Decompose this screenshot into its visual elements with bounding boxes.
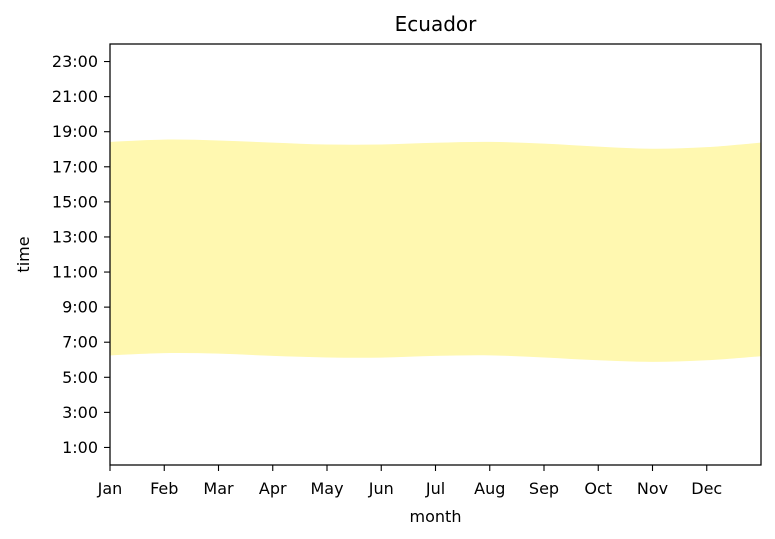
y-axis-label: time bbox=[14, 236, 33, 272]
y-tick-label: 5:00 bbox=[62, 368, 98, 387]
x-tick-label: Dec bbox=[691, 479, 722, 498]
x-tick-label: Jan bbox=[97, 479, 123, 498]
x-tick-label: Aug bbox=[474, 479, 505, 498]
x-axis-label: month bbox=[410, 507, 462, 526]
y-tick-label: 13:00 bbox=[52, 227, 98, 246]
x-tick-label: Mar bbox=[203, 479, 234, 498]
y-tick-label: 11:00 bbox=[52, 263, 98, 282]
y-tick-label: 1:00 bbox=[62, 438, 98, 457]
y-tick-label: 9:00 bbox=[62, 298, 98, 317]
y-tick-label: 19:00 bbox=[52, 122, 98, 141]
x-axis: Jan Feb Mar Apr May Jun Jul Aug Sep Oct Nov Dec bbox=[97, 465, 722, 498]
x-tick-label: Nov bbox=[637, 479, 668, 498]
daylight-band bbox=[110, 139, 761, 362]
y-tick-label: 7:00 bbox=[62, 333, 98, 352]
daylight-layer bbox=[110, 139, 761, 362]
y-tick-label: 17:00 bbox=[52, 157, 98, 176]
chart-title: Ecuador bbox=[395, 12, 477, 36]
x-tick-label: Feb bbox=[150, 479, 178, 498]
y-tick-label: 23:00 bbox=[52, 52, 98, 71]
x-tick-label: Jul bbox=[425, 479, 445, 498]
y-tick-label: 21:00 bbox=[52, 87, 98, 106]
x-tick-label: Apr bbox=[259, 479, 287, 498]
x-tick-label: May bbox=[310, 479, 343, 498]
x-tick-label: Sep bbox=[529, 479, 559, 498]
x-tick-label: Oct bbox=[584, 479, 612, 498]
y-axis: 1:00 3:00 5:00 7:00 9:00 11:00 13:00 15:00 17:00… bbox=[52, 52, 110, 457]
y-tick-label: 15:00 bbox=[52, 192, 98, 211]
x-tick-label: Jun bbox=[368, 479, 394, 498]
y-tick-label: 3:00 bbox=[62, 403, 98, 422]
